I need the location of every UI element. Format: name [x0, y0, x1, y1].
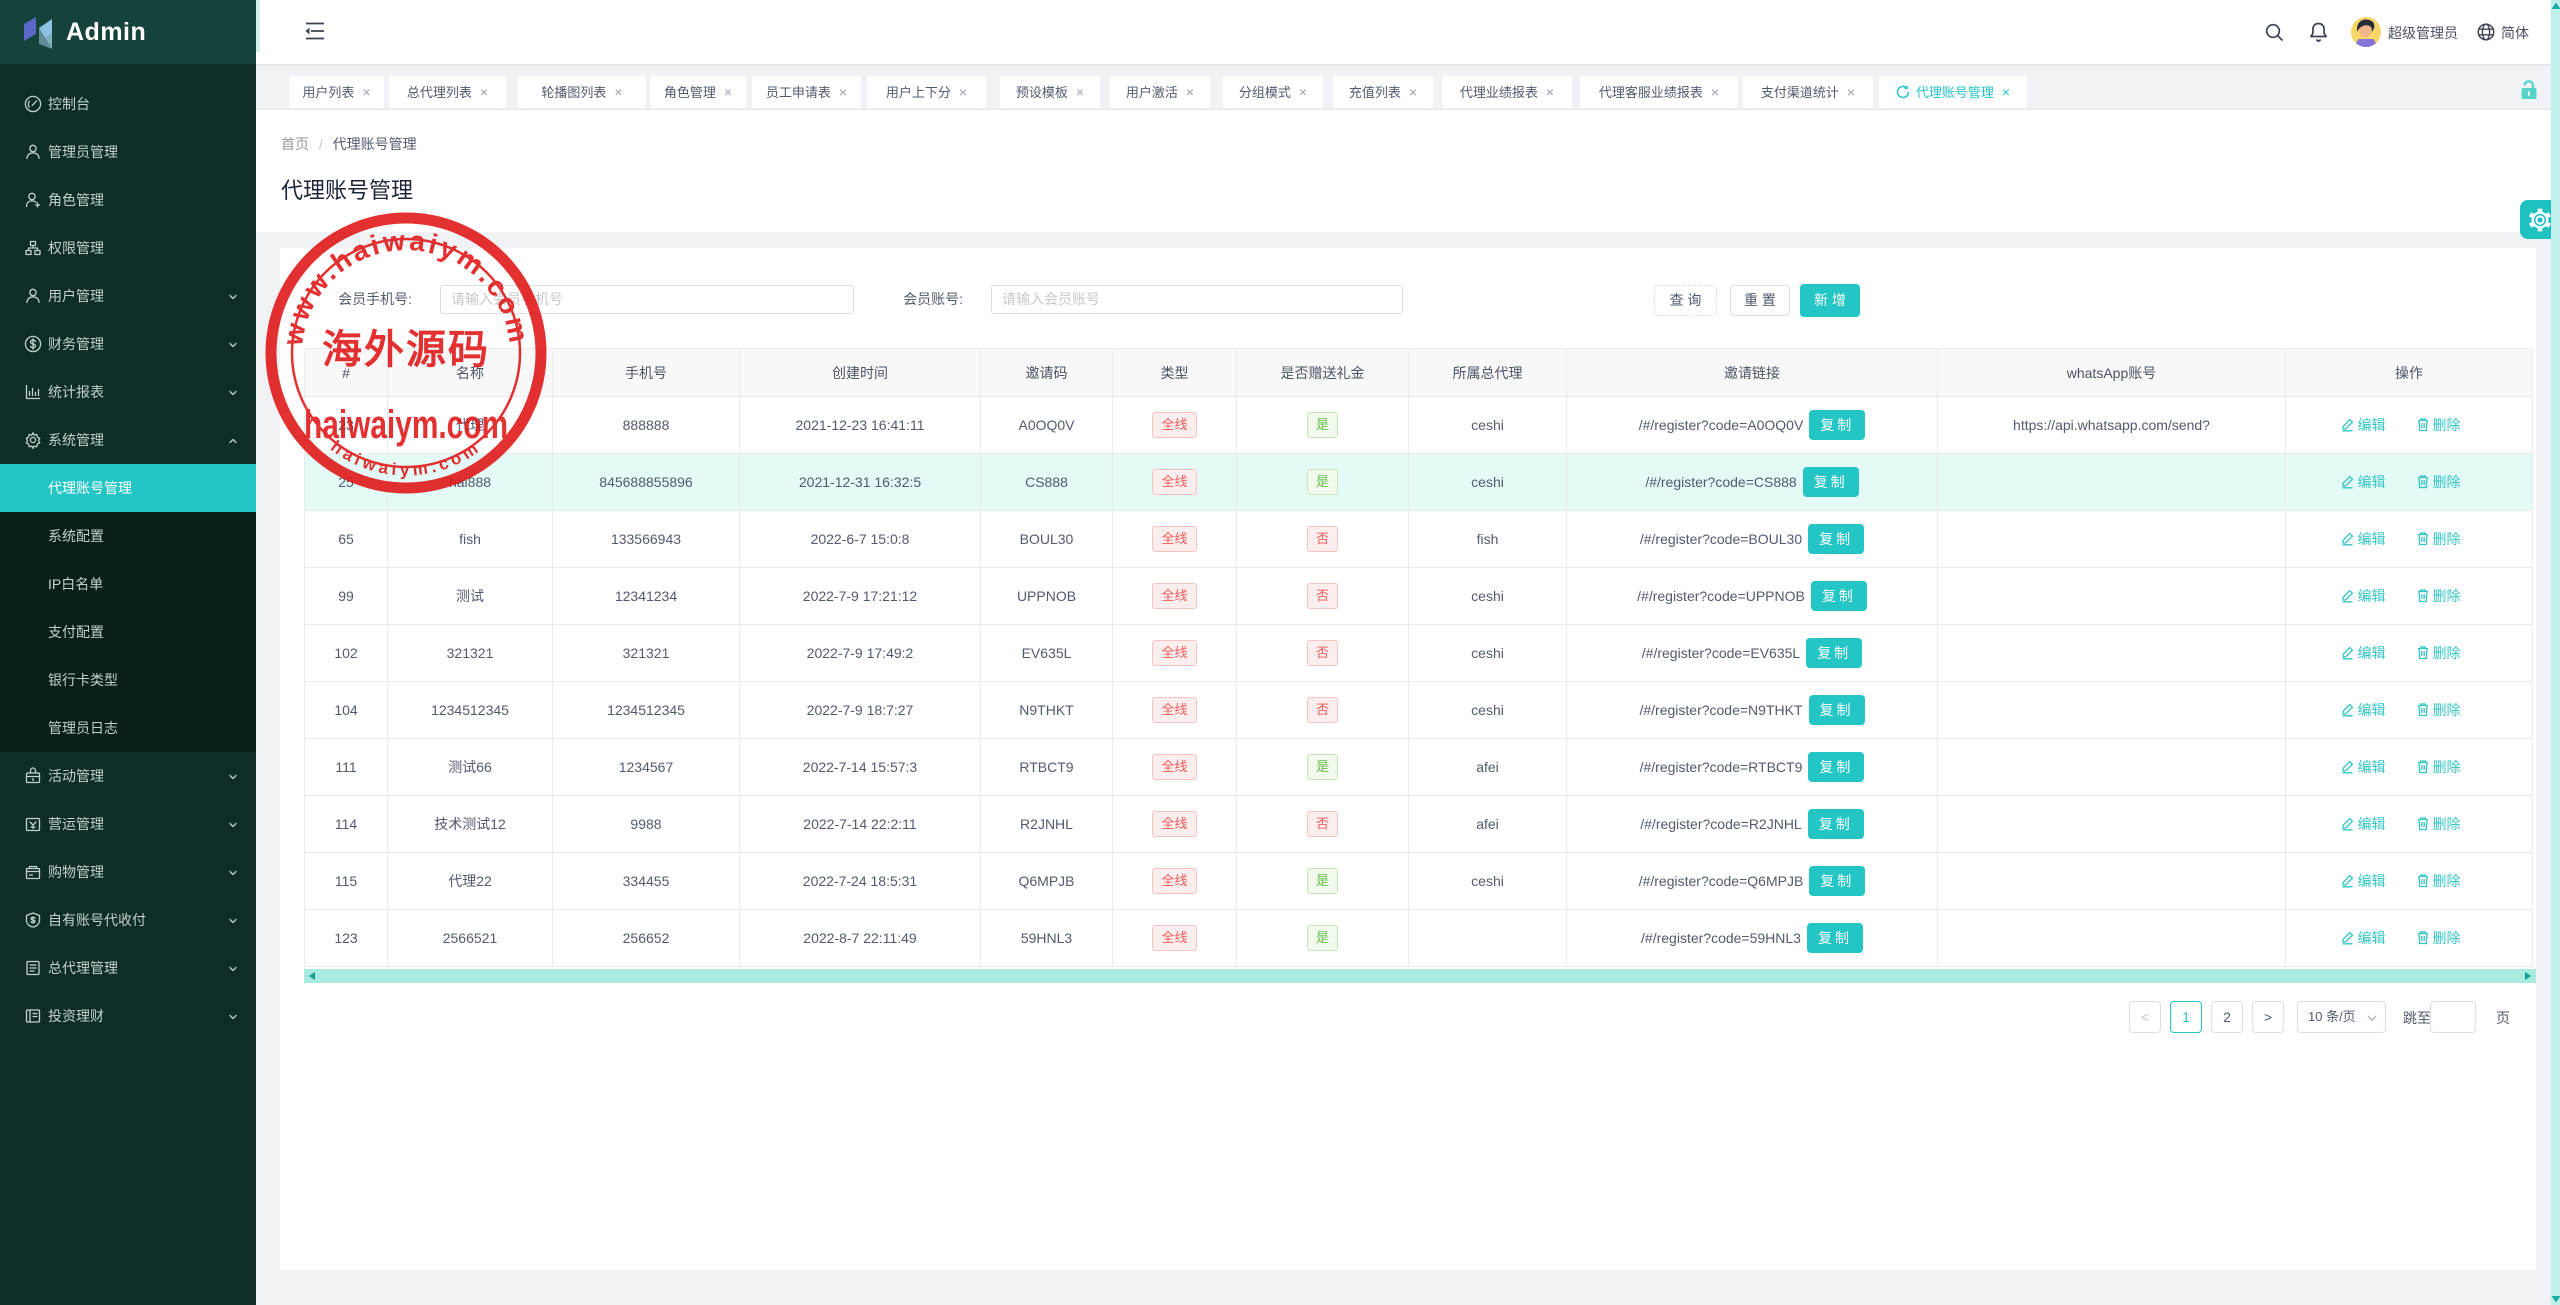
svg-text:haiwaiym.com: haiwaiym.com	[304, 403, 508, 447]
svg-text:海外源码: 海外源码	[322, 328, 490, 372]
